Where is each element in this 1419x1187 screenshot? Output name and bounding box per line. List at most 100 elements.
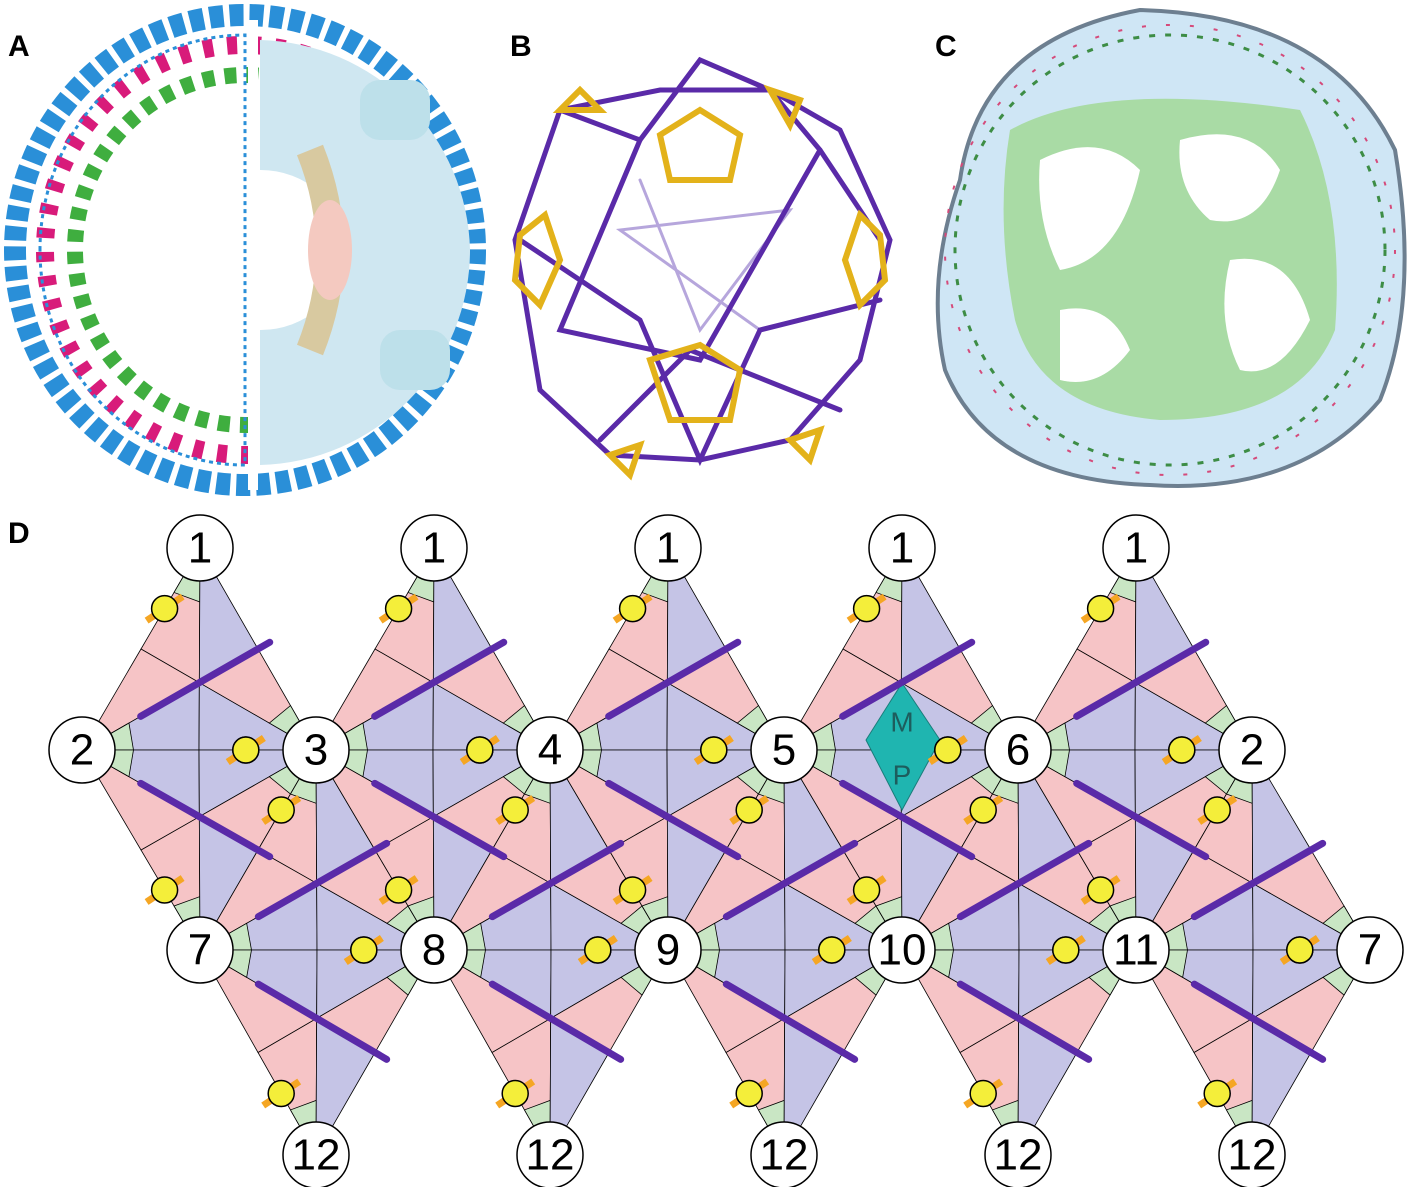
node [584,936,612,964]
vertex-circle [282,716,350,784]
node [618,876,647,904]
node [1168,736,1196,764]
node [501,1079,529,1108]
vertex-label: 1 [1124,524,1148,573]
node [1052,936,1080,964]
rhombus-label: P [893,760,912,791]
node [350,936,378,964]
node [267,1079,295,1108]
node [852,594,881,623]
vertex-label: 12 [760,1131,809,1180]
vertex-label: 7 [1358,926,1382,975]
purple-strut [254,839,391,921]
node [700,736,728,764]
vertex-label: 5 [772,726,796,775]
purple-strut [137,779,274,861]
node [735,1079,763,1108]
node [818,936,846,964]
node [735,796,763,824]
panel-b-image [511,56,893,481]
vertex-circle [634,514,702,582]
node [384,876,413,904]
vertex-label: 1 [890,524,914,573]
vertex-circle [868,514,936,582]
purple-strut [488,980,625,1063]
node [1286,936,1314,964]
vertex-label: 10 [878,926,927,975]
vertex-circle [984,1121,1052,1187]
node [934,736,962,764]
node [466,736,494,764]
vertex-label: 12 [292,1131,341,1180]
vertex-circle [750,1121,818,1187]
vertex-circle [516,1121,584,1187]
vertex-circle [48,716,116,784]
purple-strut [839,638,976,720]
vertex-circle [400,514,468,582]
rhombus-label: M [890,707,913,738]
vertex-label: 1 [656,524,680,573]
purple-strut [1073,779,1210,861]
vertex-label: 3 [304,726,328,775]
vertex-circle [166,916,234,984]
node [384,594,413,623]
purple-strut [956,980,1093,1063]
node [232,736,260,764]
vertex-circle [634,916,702,984]
purple-strut [1190,839,1327,921]
node [969,796,997,824]
vertex-label: 12 [526,1131,575,1180]
vertex-label: 8 [422,926,446,975]
vertex-circle [1336,916,1404,984]
vertex-circle [1218,716,1286,784]
vertex-label: 12 [1228,1131,1277,1180]
vertex-label: 4 [538,726,562,775]
purple-strut [488,839,625,921]
rhombus [865,682,941,812]
vertex-label: 12 [994,1131,1043,1180]
panel-c-image [935,7,1407,488]
node [150,876,179,904]
purple-strut [1190,980,1327,1063]
vertex-label: 9 [656,926,680,975]
purple-strut [137,638,274,720]
node [969,1079,997,1108]
purple-strut [605,779,742,861]
purple-strut [722,839,859,921]
vertex-label: 2 [70,726,94,775]
purple-strut [371,779,508,861]
node [150,594,179,623]
panel-label: A [8,30,30,63]
node [852,876,881,904]
vertex-label: 1 [188,524,212,573]
node [1086,594,1115,623]
node [1203,796,1231,824]
vertex-circle [166,514,234,582]
vertex-circle [516,716,584,784]
panel-label: B [510,30,532,63]
node [618,594,647,623]
panel-a-image [4,4,486,496]
vertex-circle [1102,916,1170,984]
vertex-circle [868,916,936,984]
panel-label: D [8,517,30,550]
icosahedron-net [80,546,1372,1157]
vertex-circle [282,1121,350,1187]
vertex-circle [400,916,468,984]
vertex-label: 2 [1240,726,1264,775]
vertex-label: 7 [188,926,212,975]
vertex-circle [1218,1121,1286,1187]
vertex-circle [1102,514,1170,582]
vertex-label: 6 [1006,726,1030,775]
node [1203,1079,1231,1108]
vertex-label: 1 [422,524,446,573]
purple-strut [605,638,742,720]
vertex-circle [984,716,1052,784]
vertex-circle [750,716,818,784]
vertex-label: 11 [1113,926,1159,975]
purple-strut [254,980,391,1063]
purple-strut [839,779,976,861]
node [267,796,295,824]
node [501,796,529,824]
